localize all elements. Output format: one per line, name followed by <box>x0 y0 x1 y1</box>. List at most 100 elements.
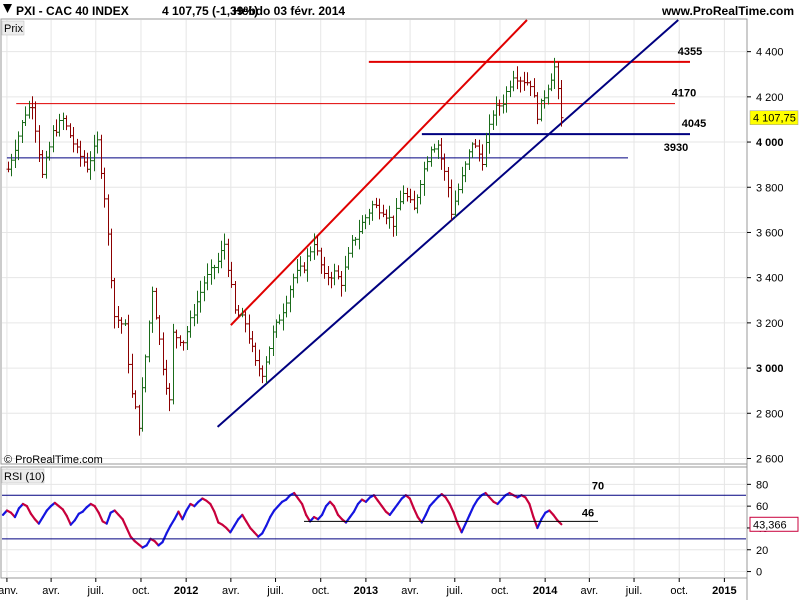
ohlc-bar <box>408 188 413 204</box>
price-tick-label: 4 000 <box>756 137 784 149</box>
ohlc-bar <box>33 101 38 143</box>
ohlc-bar <box>377 198 382 220</box>
ohlc-bar <box>126 314 131 374</box>
price-tick-label: 4 400 <box>756 47 784 59</box>
rsi-tick-label: 60 <box>756 501 768 513</box>
rsi-segment <box>456 522 463 534</box>
ohlc-bar <box>40 149 45 178</box>
ohlc-bar <box>157 315 162 345</box>
price-bars <box>6 57 564 436</box>
price-panel-label: Prix <box>1 20 25 36</box>
ohlc-bar <box>308 246 313 262</box>
time-tick-label: oct. <box>132 585 150 597</box>
ohlc-bar <box>298 256 303 277</box>
period-label: Hebdo 03 févr. 2014 <box>233 4 346 18</box>
ohlc-bar <box>167 383 172 412</box>
rsi-tick-label: 80 <box>756 479 768 491</box>
time-tick-label: 2012 <box>174 585 198 597</box>
rsi-segment <box>408 497 415 510</box>
ohlc-bar <box>150 286 155 333</box>
ohlc-bar <box>346 246 351 270</box>
rsi-segment <box>73 512 80 522</box>
time-tick-label: oct. <box>491 585 509 597</box>
rsi-segment <box>185 502 192 512</box>
last-price-label: 4 107,75 <box>753 113 796 125</box>
rsi-segment <box>241 513 248 523</box>
rsi-segment <box>532 515 539 530</box>
price-tick-label: 3 400 <box>756 273 784 285</box>
time-tick-label: avr. <box>42 585 60 597</box>
time-tick-label: avr. <box>580 585 598 597</box>
ohlc-bar <box>284 295 289 318</box>
level-label-4170: 4170 <box>672 88 696 100</box>
ohlc-bar <box>332 263 337 286</box>
site-link[interactable]: www.ProRealTime.com <box>661 4 794 18</box>
time-tick-label: 2014 <box>533 585 558 597</box>
ohlc-bar <box>71 126 76 153</box>
price-tick-label: 2 800 <box>756 408 784 420</box>
ohlc-bar <box>504 86 509 113</box>
rsi-segment <box>293 491 300 500</box>
rsi-segment <box>169 518 176 527</box>
rsi-segment <box>165 524 172 535</box>
rsi-segment <box>161 532 168 544</box>
rsi-panel-label: RSI (10) <box>1 468 45 484</box>
ohlc-bar <box>133 390 138 410</box>
ohlc-bar <box>102 167 107 208</box>
ohlc-bar <box>370 200 375 221</box>
ohlc-bar <box>267 346 272 365</box>
rsi-level-label-46: 46 <box>582 507 594 519</box>
rsi-segment <box>352 502 360 513</box>
rsi-segment <box>448 502 455 514</box>
time-tick-label: janv. <box>0 585 18 597</box>
ohlc-bar <box>88 151 93 180</box>
ohlc-bar <box>473 138 478 149</box>
price-tick-label: 3 800 <box>756 182 784 194</box>
ohlc-bar <box>181 340 186 351</box>
last-rsi-label: 43,366 <box>753 519 787 531</box>
level-label-3930: 3930 <box>664 142 688 154</box>
ohlc-bar <box>57 113 62 137</box>
price-tick-label: 3 000 <box>756 363 784 375</box>
rsi-segment <box>304 513 312 523</box>
ohlc-bar <box>205 263 210 291</box>
rsi-segment <box>13 507 21 519</box>
rsi-segment <box>396 497 403 506</box>
chart-frame <box>0 18 748 600</box>
ohlc-bar <box>78 140 83 167</box>
ohlc-bar <box>143 354 148 393</box>
last-price-box <box>749 110 799 125</box>
price-tick-label: 4 200 <box>756 92 784 104</box>
rsi-segment <box>145 537 152 547</box>
ohlc-bar <box>432 143 437 153</box>
rsi-segment <box>376 499 383 508</box>
ohlc-bar <box>497 99 502 116</box>
ohlc-bar <box>23 106 28 126</box>
rsi-segment <box>233 518 240 527</box>
time-tick-label: avr. <box>401 585 419 597</box>
ohlc-bar <box>112 277 117 329</box>
svg-text:Prix: Prix <box>4 23 23 35</box>
rsi-segment <box>468 505 475 516</box>
level-label-4045: 4045 <box>682 118 706 130</box>
rsi-segment <box>25 505 33 515</box>
trendlines <box>216 19 679 428</box>
ohlc-bar <box>243 311 248 333</box>
last-price-tag: 4 107,75 <box>749 110 799 125</box>
upper-channel-line <box>230 19 528 326</box>
ohlc-bar <box>212 264 217 280</box>
collapse-arrow-icon[interactable] <box>3 4 12 14</box>
chart-header: PXI - CAC 40 INDEX 4 107,75 (-1,39%) Heb… <box>0 0 800 20</box>
rsi-segment <box>388 508 395 516</box>
ohlc-bar <box>322 256 327 279</box>
ohlc-bar <box>480 144 485 171</box>
ohlc-bar <box>47 141 52 161</box>
ohlc-bar <box>229 261 234 288</box>
rsi-segment <box>444 496 451 506</box>
rsi-level-label-70: 70 <box>592 480 604 492</box>
time-tick-label: oct. <box>312 585 330 597</box>
rsi-segment <box>552 513 559 522</box>
ohlc-bar <box>339 271 344 297</box>
watermark: © ProRealTime.com <box>4 454 103 466</box>
